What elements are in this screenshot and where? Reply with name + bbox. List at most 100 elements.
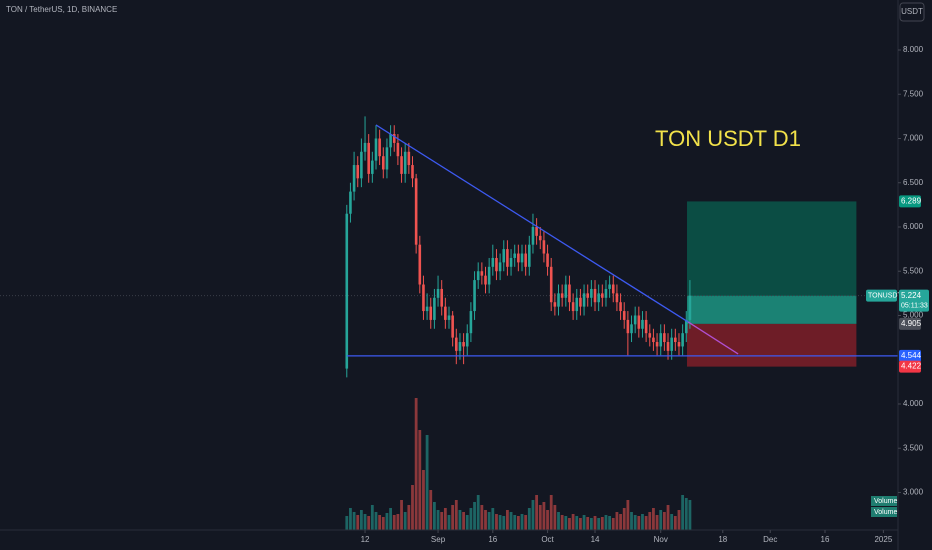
- candle-body: [371, 160, 374, 174]
- volume-bar: [604, 515, 608, 530]
- last-price-label: 5.224: [901, 291, 922, 300]
- candle-body: [604, 288, 608, 298]
- volume-legend: Volume: [874, 498, 897, 505]
- volume-bar: [458, 510, 462, 530]
- y-tick-label: 7.000: [903, 134, 924, 143]
- candle-body: [670, 337, 673, 351]
- volume-bar: [673, 516, 677, 530]
- last-price-bg: [899, 289, 929, 312]
- candle-body: [531, 226, 535, 245]
- price-label-bg: [899, 349, 921, 362]
- volume-bar: [527, 508, 531, 530]
- candle-body: [385, 147, 389, 170]
- candle-body: [542, 240, 546, 254]
- volume-bar: [659, 510, 663, 530]
- candle-body: [455, 337, 458, 351]
- candle-body: [400, 156, 403, 174]
- volume-bar: [564, 516, 568, 530]
- volume-bar: [491, 508, 495, 530]
- volume-bar: [484, 510, 487, 530]
- volume-bar: [626, 500, 630, 530]
- y-tick-label: 6.000: [903, 222, 924, 231]
- candle-body: [429, 306, 433, 320]
- volume-bar: [389, 508, 392, 530]
- volume-bar: [600, 517, 604, 530]
- candle-body: [684, 319, 688, 334]
- volume-bar: [465, 515, 469, 530]
- plot-area: [0, 116, 898, 530]
- volume-bar: [597, 518, 601, 530]
- annotation: TON USDT D1: [655, 126, 801, 151]
- candle-body: [506, 249, 509, 267]
- candle-body: [363, 142, 367, 152]
- candle-body: [403, 151, 407, 174]
- volume-bar: [579, 518, 582, 530]
- candle-body: [447, 315, 451, 320]
- candle-body: [414, 178, 418, 245]
- candle-body: [659, 333, 663, 347]
- candle-body: [571, 302, 575, 312]
- candle-body: [615, 293, 619, 303]
- volume-bar: [480, 505, 484, 530]
- candle-body: [630, 324, 633, 334]
- candle-body: [626, 319, 630, 334]
- symbol-tag-bg: [866, 289, 897, 302]
- volume-bar: [509, 512, 513, 530]
- x-tick-label: 2025: [874, 535, 892, 544]
- candle-body: [535, 226, 538, 236]
- candle-body: [433, 297, 436, 320]
- candle-body: [476, 271, 480, 281]
- volume-bar: [476, 495, 480, 530]
- candle-body: [345, 213, 349, 369]
- candle-body: [644, 319, 648, 334]
- candle-body: [469, 311, 473, 334]
- y-tick-label: 3.000: [903, 488, 924, 497]
- volume-bar: [425, 435, 429, 530]
- volume-bar: [502, 516, 506, 530]
- candle-body: [564, 284, 568, 298]
- volume-bar: [608, 516, 612, 530]
- countdown: 05:11:33: [901, 303, 928, 310]
- volume-bar: [487, 512, 491, 530]
- candle-body: [528, 244, 531, 267]
- candle-body: [575, 297, 579, 312]
- volume-bar: [549, 495, 553, 530]
- volume-legend-bg: [871, 507, 897, 517]
- x-tick-label: 16: [821, 535, 830, 544]
- volume-bar: [662, 512, 666, 530]
- currency-button-label[interactable]: USDT: [901, 7, 923, 16]
- candle-body: [633, 315, 637, 325]
- volume-bar: [363, 514, 367, 530]
- volume-bar: [513, 515, 517, 530]
- candle-body: [458, 342, 462, 351]
- trendline: [687, 321, 739, 355]
- candle-body: [513, 253, 517, 258]
- volume-bar: [367, 516, 371, 530]
- volume-bar: [403, 512, 407, 530]
- y-tick-label: 5.500: [903, 266, 924, 275]
- volume-bar: [684, 498, 688, 530]
- volume-bar: [432, 502, 436, 530]
- price-label: 6.289: [901, 197, 922, 206]
- volume-bar: [633, 515, 637, 530]
- candle-body: [582, 293, 586, 307]
- chart-header: TON / TetherUS, 1D, BINANCE: [6, 5, 117, 14]
- candle-body: [681, 333, 684, 347]
- volume-bar: [392, 515, 396, 530]
- candle-body: [655, 342, 659, 347]
- candle-body: [597, 293, 600, 303]
- candle-body: [579, 297, 582, 307]
- candle-body: [674, 337, 677, 343]
- candle-body: [637, 315, 641, 329]
- volume-bar: [582, 515, 586, 530]
- candle-body: [688, 295, 692, 320]
- volume-bar: [495, 514, 498, 530]
- volume-bar: [407, 505, 411, 530]
- price-label-bg: [899, 317, 921, 330]
- candle-body: [487, 266, 491, 285]
- candle-body: [538, 235, 542, 241]
- volume-bar: [546, 510, 549, 530]
- price-label: 4.905: [901, 319, 922, 328]
- currency-button[interactable]: [899, 2, 925, 22]
- volume-bar: [385, 513, 389, 530]
